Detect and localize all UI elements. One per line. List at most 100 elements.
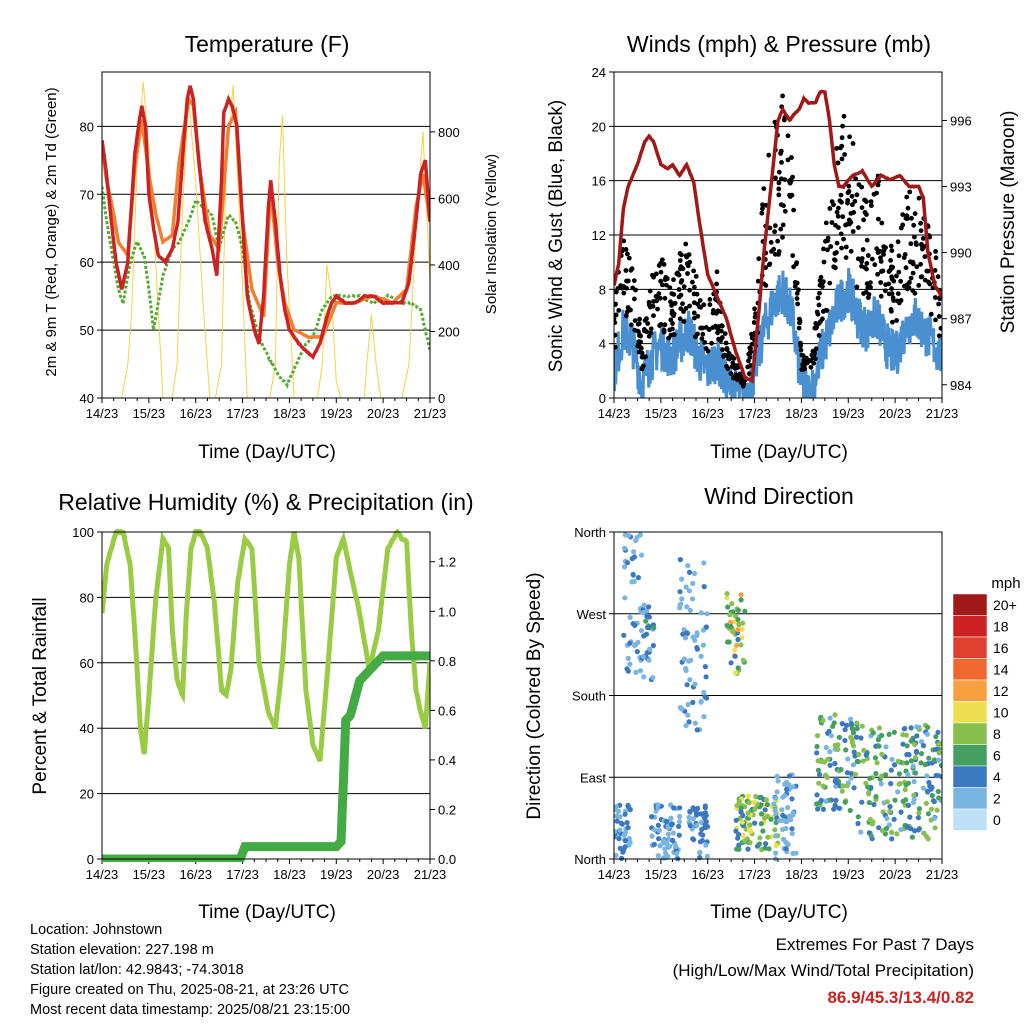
gust-point bbox=[752, 306, 757, 312]
gust-point bbox=[671, 277, 676, 283]
gust-point bbox=[836, 225, 841, 231]
direction-point bbox=[933, 746, 939, 752]
gust-point bbox=[719, 335, 725, 340]
gust-point bbox=[656, 263, 662, 268]
direction-point bbox=[867, 775, 873, 782]
gust-point bbox=[823, 307, 829, 313]
direction-point bbox=[684, 630, 690, 636]
direction-point bbox=[850, 730, 857, 736]
gust-point bbox=[681, 284, 687, 290]
direction-point bbox=[850, 762, 857, 768]
gust-point bbox=[854, 284, 860, 290]
gust-point bbox=[839, 156, 845, 162]
direction-point bbox=[929, 784, 935, 791]
direction-point bbox=[656, 836, 662, 842]
direction-point bbox=[842, 727, 848, 733]
direction-point bbox=[901, 726, 907, 732]
y-tick-label: 80 bbox=[80, 590, 94, 605]
gust-point bbox=[687, 259, 693, 265]
direction-point bbox=[908, 826, 914, 832]
gust-point bbox=[821, 246, 826, 252]
direction-point bbox=[694, 822, 700, 829]
direction-point bbox=[790, 784, 796, 790]
gust-point bbox=[845, 190, 851, 196]
direction-point bbox=[816, 780, 822, 786]
direction-point bbox=[814, 792, 820, 798]
gust-point bbox=[876, 216, 881, 222]
direction-point bbox=[889, 756, 895, 763]
gust-point bbox=[678, 292, 684, 298]
direction-point bbox=[924, 788, 931, 795]
direction-point bbox=[827, 762, 833, 768]
direction-point bbox=[820, 783, 826, 789]
direction-point bbox=[649, 833, 655, 839]
x-tick-label: 15/23 bbox=[133, 406, 166, 421]
direction-point bbox=[905, 771, 911, 778]
gust-point bbox=[719, 323, 725, 329]
humidity-ylabel: Percent & Total Rainfall bbox=[30, 597, 51, 794]
direction-point bbox=[773, 850, 779, 856]
gust-point bbox=[904, 194, 910, 200]
gust-point bbox=[724, 347, 730, 353]
gust-point bbox=[865, 285, 871, 291]
gust-point bbox=[626, 255, 632, 261]
gust-point bbox=[889, 248, 895, 254]
direction-point bbox=[762, 815, 768, 821]
direction-point bbox=[690, 836, 696, 842]
gust-point bbox=[842, 152, 847, 157]
gust-point bbox=[681, 319, 687, 324]
direction-point bbox=[931, 815, 938, 821]
direction-point bbox=[625, 668, 631, 674]
direction-point bbox=[701, 689, 707, 695]
direction-point bbox=[646, 657, 652, 663]
gust-point bbox=[868, 199, 874, 205]
gust-point bbox=[936, 301, 941, 307]
gust-point bbox=[827, 206, 833, 211]
direction-point bbox=[686, 588, 693, 594]
gust-point bbox=[852, 198, 858, 204]
direction-point bbox=[622, 844, 628, 850]
direction-point bbox=[765, 834, 771, 840]
gust-point bbox=[906, 285, 912, 290]
direction-point bbox=[790, 850, 796, 857]
gust-point bbox=[894, 318, 899, 323]
gust-point bbox=[834, 240, 840, 246]
direction-point bbox=[891, 816, 897, 822]
y-tick-label: 0 bbox=[87, 852, 94, 867]
direction-point bbox=[682, 635, 689, 641]
direction-point bbox=[912, 741, 918, 748]
gust-point bbox=[635, 343, 641, 349]
gust-point bbox=[660, 282, 665, 288]
gust-point bbox=[658, 322, 664, 327]
gust-point bbox=[714, 281, 719, 287]
direction-point bbox=[626, 533, 632, 539]
gust-point bbox=[932, 268, 938, 273]
legend-swatch bbox=[952, 615, 988, 638]
gust-point bbox=[916, 195, 922, 201]
gust-point bbox=[846, 183, 852, 189]
direction-point bbox=[698, 831, 704, 837]
y-tick-label: 12 bbox=[592, 228, 606, 243]
direction-point bbox=[616, 836, 622, 842]
direction-point bbox=[918, 760, 924, 766]
gust-point bbox=[912, 234, 917, 240]
direction-point bbox=[757, 835, 763, 841]
direction-point bbox=[773, 842, 779, 849]
gust-point bbox=[938, 325, 942, 331]
direction-point bbox=[900, 732, 906, 738]
direction-point bbox=[686, 658, 692, 664]
direction-point bbox=[687, 809, 693, 815]
legend-label: 14 bbox=[993, 662, 1009, 678]
direction-point bbox=[840, 783, 846, 789]
direction-point bbox=[656, 827, 662, 834]
gust-point bbox=[834, 209, 840, 215]
direction-point bbox=[764, 802, 771, 808]
y-tick-label: 8 bbox=[599, 282, 606, 297]
x-tick-label: 15/23 bbox=[645, 867, 678, 882]
x-tick-label: 20/23 bbox=[367, 867, 400, 882]
direction-point bbox=[740, 832, 746, 839]
direction-point bbox=[634, 534, 640, 541]
direction-point bbox=[858, 829, 864, 835]
gust-point bbox=[898, 225, 904, 231]
direction-point bbox=[733, 817, 739, 823]
